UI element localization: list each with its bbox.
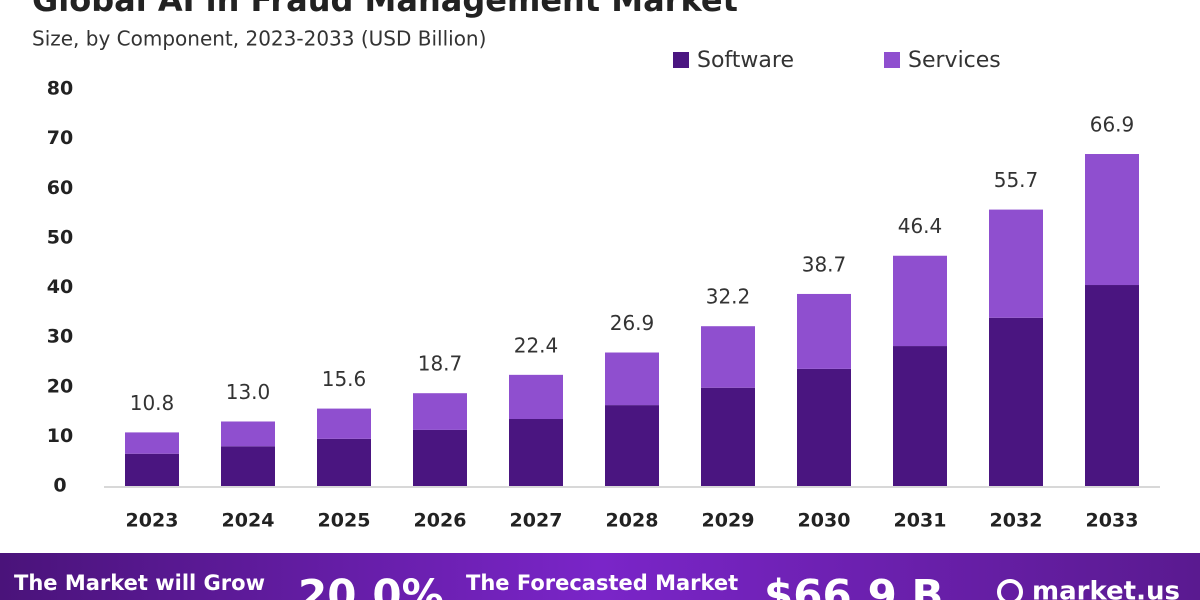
x-tick-label: 2033 xyxy=(1086,510,1139,532)
bar-segment xyxy=(605,352,659,406)
y-tick-label: 0 xyxy=(53,475,66,497)
total-label: 13.0 xyxy=(226,380,271,404)
total-label: 18.7 xyxy=(418,352,463,376)
bar-segment xyxy=(605,405,659,486)
y-tick-label: 20 xyxy=(47,375,73,397)
bar-segment xyxy=(701,326,755,388)
bar-segment xyxy=(317,438,371,486)
y-tick-label: 30 xyxy=(47,326,73,348)
bar-segment xyxy=(989,317,1043,486)
x-tick-label: 2028 xyxy=(606,510,659,532)
x-tick-label: 2031 xyxy=(894,510,947,532)
legend-label: Services xyxy=(908,48,1001,73)
footer-cagr: 20.0% xyxy=(298,571,444,600)
total-label: 38.7 xyxy=(802,252,847,276)
chart-title: Global AI in Fraud Management Market xyxy=(32,0,738,19)
total-label: 22.4 xyxy=(514,333,559,357)
bar-segment xyxy=(509,419,563,486)
total-label: 15.6 xyxy=(322,367,367,391)
x-tick-label: 2032 xyxy=(990,510,1043,532)
bar-segment xyxy=(125,453,179,486)
y-tick-label: 60 xyxy=(47,177,73,199)
y-tick-label: 40 xyxy=(47,276,73,298)
total-label: 32.2 xyxy=(706,285,751,309)
total-label: 10.8 xyxy=(130,391,175,415)
y-tick-label: 10 xyxy=(47,425,73,447)
footer-forecast-value: $66.9 B xyxy=(764,571,943,600)
x-tick-label: 2026 xyxy=(414,510,467,532)
legend-swatch xyxy=(673,52,689,68)
bar-segment xyxy=(221,446,275,486)
bar-segment xyxy=(701,387,755,486)
bar-segment xyxy=(893,255,947,347)
bar-segment xyxy=(797,368,851,486)
y-tick-label: 70 xyxy=(47,127,73,149)
bar-segment xyxy=(797,293,851,369)
x-tick-label: 2030 xyxy=(798,510,851,532)
bar-segment xyxy=(317,408,371,439)
legend-label: Software xyxy=(697,48,794,73)
bar-segment xyxy=(1085,285,1139,486)
y-tick-label: 80 xyxy=(47,78,73,100)
brand-logo xyxy=(997,579,1023,600)
x-tick-label: 2027 xyxy=(510,510,563,532)
y-tick-label: 50 xyxy=(47,226,73,248)
footer-forecast: The Forecasted Market xyxy=(466,571,738,595)
total-label: 66.9 xyxy=(1090,113,1135,137)
bar-segment xyxy=(509,374,563,420)
bar-segment xyxy=(893,346,947,486)
x-tick-label: 2029 xyxy=(702,510,755,532)
bar-segment xyxy=(1085,154,1139,286)
bar-segment xyxy=(221,421,275,447)
total-label: 55.7 xyxy=(994,168,1039,192)
total-label: 46.4 xyxy=(898,214,943,238)
x-tick-label: 2025 xyxy=(318,510,371,532)
bar-segment xyxy=(413,393,467,430)
x-tick-label: 2023 xyxy=(126,510,179,532)
footer-grow: The Market will Grow xyxy=(14,571,265,595)
bar-segment xyxy=(125,432,179,454)
footer-brand: market.us xyxy=(1032,577,1180,600)
x-tick-label: 2024 xyxy=(222,510,275,532)
total-label: 26.9 xyxy=(610,311,655,335)
bar-segment xyxy=(413,429,467,486)
legend-swatch xyxy=(884,52,900,68)
bar-segment xyxy=(989,209,1043,318)
chart-subtitle: Size, by Component, 2023-2033 (USD Billi… xyxy=(32,27,486,51)
